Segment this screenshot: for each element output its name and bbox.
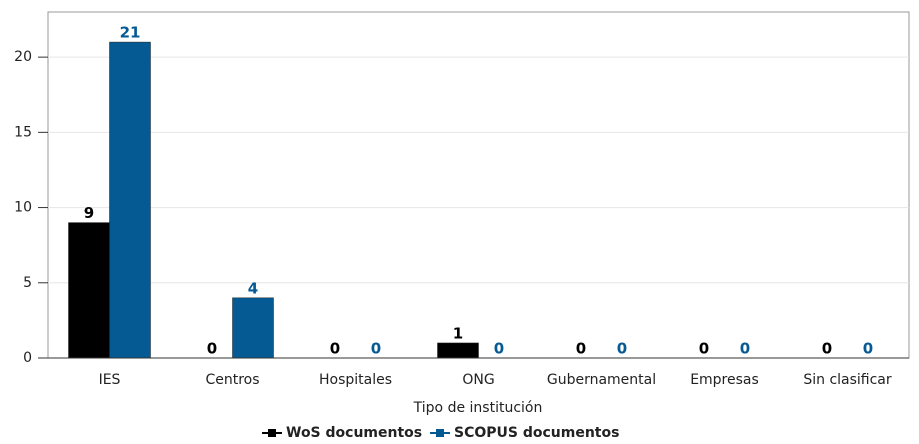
value-label: 0 (371, 340, 381, 358)
bar (232, 297, 274, 359)
y-tick-label: 5 (23, 275, 32, 291)
x-tick-label: Gubernamental (547, 372, 656, 388)
value-label: 1 (453, 324, 463, 342)
x-tick-label: ONG (462, 372, 494, 388)
y-tick-label: 20 (14, 49, 32, 65)
x-tick-label: Empresas (690, 372, 759, 388)
y-tick-label: 10 (14, 200, 32, 216)
value-label: 21 (120, 24, 141, 42)
value-label: 0 (330, 340, 340, 358)
x-tick-label: Hospitales (319, 372, 392, 388)
y-tick-label: 15 (14, 124, 32, 140)
legend-marker (436, 429, 444, 437)
value-label: 0 (207, 340, 217, 358)
value-label: 0 (494, 340, 504, 358)
x-tick-label: Sin clasificar (803, 372, 892, 388)
legend-label: SCOPUS documentos (454, 425, 619, 441)
x-tick-label: IES (99, 372, 121, 388)
y-tick-label: 0 (23, 350, 32, 366)
x-axis-title: Tipo de institución (413, 400, 543, 416)
legend-label: WoS documentos (286, 425, 422, 441)
value-label: 0 (863, 340, 873, 358)
value-label: 4 (248, 279, 258, 297)
value-label: 0 (740, 340, 750, 358)
bar (68, 222, 110, 359)
plot-frame (47, 11, 910, 359)
value-label: 0 (699, 340, 709, 358)
value-label: 9 (84, 204, 94, 222)
bar (437, 342, 479, 359)
legend-marker (268, 429, 276, 437)
value-label: 0 (822, 340, 832, 358)
x-tick-label: Centros (205, 372, 259, 388)
bar (109, 41, 151, 359)
value-label: 0 (617, 340, 627, 358)
value-label: 0 (576, 340, 586, 358)
